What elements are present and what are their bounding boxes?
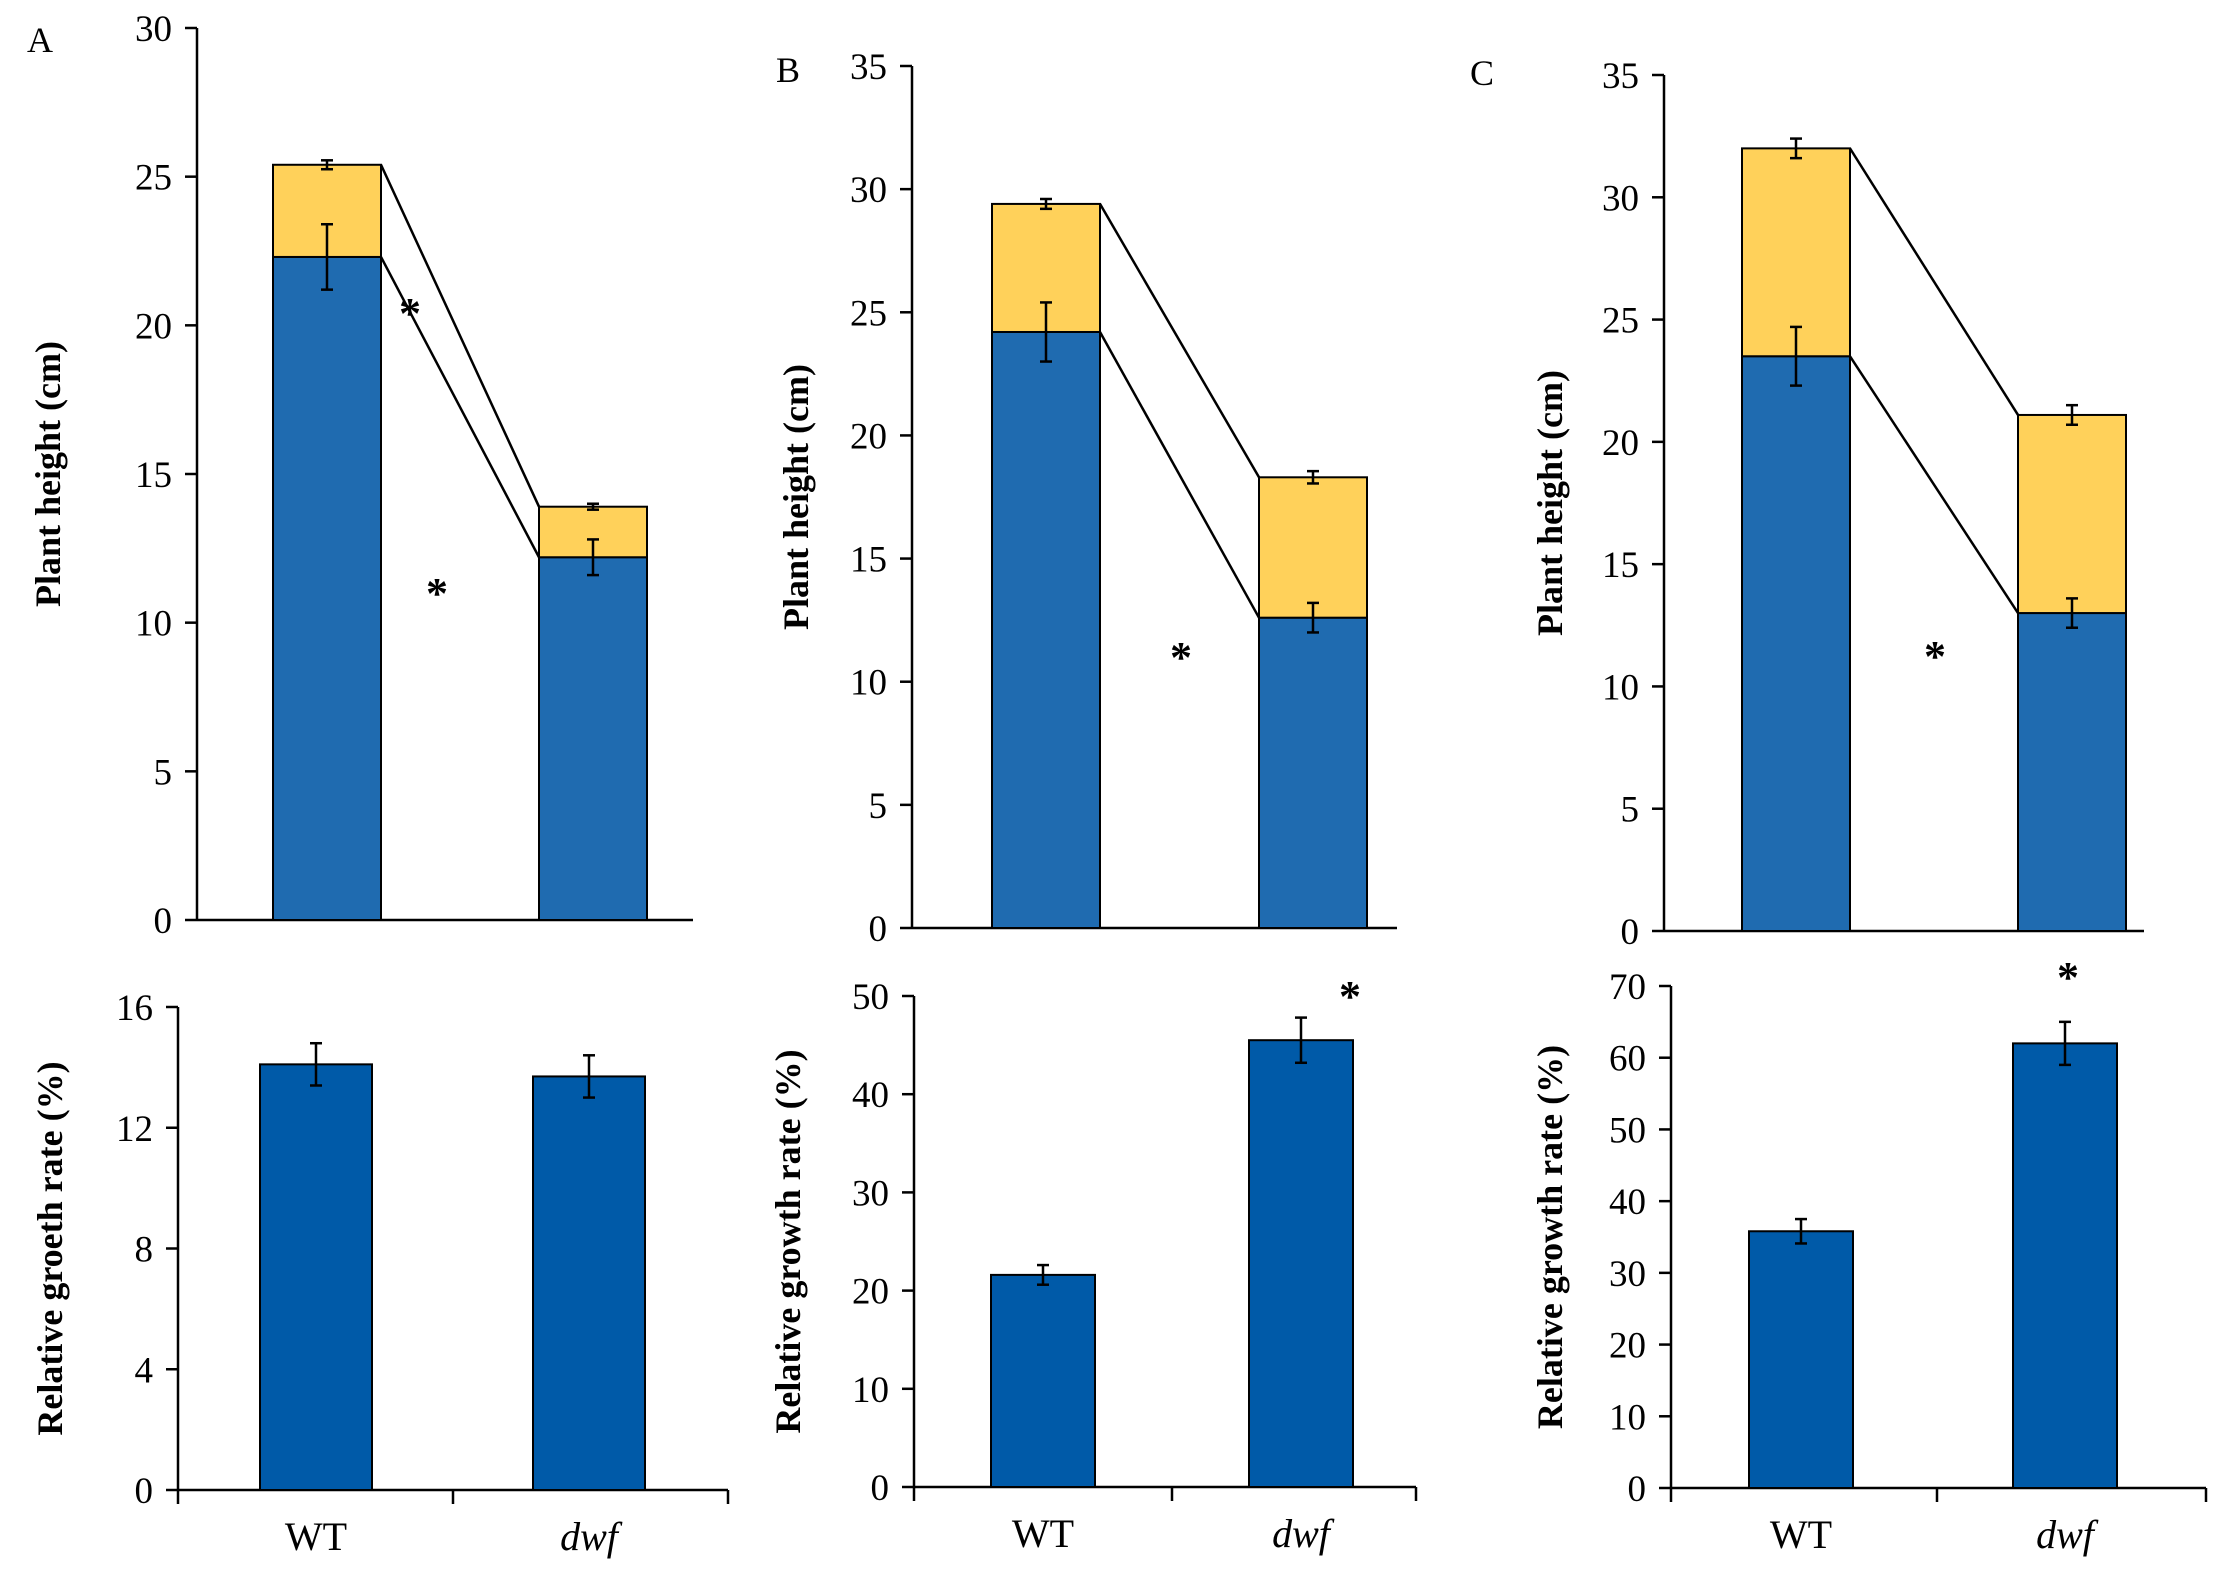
category-label: dwf bbox=[560, 1514, 623, 1559]
y-tick-label: 35 bbox=[1602, 56, 1639, 97]
bar-lower-dwf bbox=[2017, 612, 2127, 932]
y-tick-label: 15 bbox=[1602, 545, 1639, 586]
y-tick-label: 10 bbox=[852, 1370, 889, 1411]
y-tick-label: 5 bbox=[154, 752, 173, 793]
y-tick-label: 0 bbox=[135, 1471, 154, 1512]
y-tick-label: 8 bbox=[135, 1230, 154, 1271]
category-label: dwf bbox=[2036, 1512, 2099, 1557]
y-tick-label: 5 bbox=[869, 786, 888, 827]
bar-lower-wt bbox=[1741, 355, 1851, 932]
category-label: WT bbox=[285, 1514, 347, 1559]
y-tick-label: 20 bbox=[850, 416, 887, 457]
panel-label: C bbox=[1470, 53, 1494, 93]
chart-panel-b-bottom: 0 10 20 30 40 50 Relative growth rate (%) * WT dw… bbox=[768, 972, 1418, 1556]
y-tick-label: 12 bbox=[116, 1109, 153, 1150]
y-tick-label: 70 bbox=[1609, 967, 1646, 1008]
y-tick-label: 25 bbox=[1602, 301, 1639, 342]
y-tick-label: 16 bbox=[116, 988, 153, 1029]
bar-rate-wt bbox=[1748, 1230, 1854, 1489]
bar-rate-wt bbox=[259, 1063, 373, 1491]
y-tick-label: 50 bbox=[852, 977, 889, 1018]
y-tick-label: 5 bbox=[1621, 790, 1640, 831]
chart-panel-a: 0 5 10 15 20 25 30 Plant height (cm) A * * bbox=[27, 9, 693, 942]
y-tick-label: 60 bbox=[1609, 1039, 1646, 1080]
bar-lower-wt bbox=[991, 330, 1101, 929]
y-tick-label: 10 bbox=[135, 604, 172, 645]
y-tick-label: 0 bbox=[1621, 912, 1640, 953]
y-tick-label: 15 bbox=[850, 540, 887, 581]
y-axis-label: Relative growth rate (%) bbox=[1530, 1045, 1570, 1429]
bar-upper-dwf bbox=[2017, 413, 2127, 615]
significance-star: * bbox=[1339, 972, 1361, 1021]
y-tick-label: 20 bbox=[852, 1272, 889, 1313]
significance-star: * bbox=[2057, 953, 2079, 1002]
bar-lower-dwf bbox=[1258, 616, 1368, 929]
y-tick-label: 10 bbox=[1609, 1397, 1646, 1438]
category-label: WT bbox=[1012, 1511, 1074, 1556]
chart-panel-c: 0 5 10 15 20 25 30 35 Plant height (cm) C * bbox=[1470, 53, 2144, 953]
y-tick-label: 30 bbox=[850, 170, 887, 211]
y-tick-label: 20 bbox=[1609, 1326, 1646, 1367]
connector-line bbox=[1098, 331, 1261, 619]
bar-upper-dwf bbox=[1258, 476, 1368, 619]
chart-panel-a-bottom: 0 4 8 12 16 Relative groeth rate (%) WT dwf bbox=[30, 988, 730, 1559]
category-label: dwf bbox=[1272, 1511, 1335, 1556]
significance-star: * bbox=[1170, 633, 1192, 682]
bar-rate-dwf bbox=[2012, 1042, 2118, 1490]
y-tick-label: 10 bbox=[1602, 667, 1639, 708]
connector-line bbox=[1098, 203, 1261, 478]
y-tick-label: 30 bbox=[1602, 178, 1639, 219]
y-tick-label: 0 bbox=[869, 909, 888, 950]
connector-line bbox=[379, 256, 541, 558]
bar-rate-dwf bbox=[1248, 1039, 1354, 1488]
y-tick-label: 10 bbox=[850, 663, 887, 704]
y-axis-label: Plant height (cm) bbox=[776, 364, 816, 630]
y-tick-label: 35 bbox=[850, 47, 887, 88]
y-axis-label: Plant height (cm) bbox=[1530, 370, 1570, 636]
connector-line bbox=[379, 164, 541, 508]
y-tick-label: 0 bbox=[1628, 1469, 1647, 1510]
y-axis-label: Plant height (cm) bbox=[28, 341, 68, 607]
connector-line bbox=[1848, 355, 2020, 614]
bar-lower-dwf bbox=[538, 556, 648, 922]
y-tick-label: 25 bbox=[850, 293, 887, 334]
y-tick-label: 0 bbox=[154, 901, 173, 942]
y-tick-label: 15 bbox=[135, 455, 172, 496]
y-tick-label: 0 bbox=[871, 1468, 890, 1509]
category-label: WT bbox=[1770, 1512, 1832, 1557]
y-tick-label: 40 bbox=[1609, 1182, 1646, 1223]
y-tick-label: 30 bbox=[1609, 1254, 1646, 1295]
y-tick-label: 20 bbox=[135, 306, 172, 347]
y-axis-label: Relative growth rate (%) bbox=[768, 1049, 808, 1433]
y-tick-label: 50 bbox=[1609, 1110, 1646, 1151]
panel-label: A bbox=[27, 20, 53, 60]
y-tick-label: 20 bbox=[1602, 423, 1639, 464]
bar-rate-wt bbox=[990, 1273, 1096, 1488]
bar-lower-wt bbox=[272, 255, 382, 921]
bar-upper-wt bbox=[1741, 147, 1851, 358]
significance-star: * bbox=[426, 569, 448, 618]
chart-panel-b: 0 5 10 15 20 25 30 35 Plant height (cm) B * bbox=[776, 47, 1397, 950]
y-tick-label: 30 bbox=[135, 9, 172, 50]
connector-line bbox=[1848, 147, 2020, 416]
y-tick-label: 40 bbox=[852, 1075, 889, 1116]
y-tick-label: 4 bbox=[135, 1350, 154, 1391]
significance-star: * bbox=[399, 289, 421, 338]
chart-panel-c-bottom: 0 10 20 30 40 50 60 70 Relative growth rate (%) *… bbox=[1530, 953, 2208, 1557]
y-tick-label: 30 bbox=[852, 1173, 889, 1214]
y-axis-label: Relative groeth rate (%) bbox=[30, 1061, 70, 1435]
y-tick-label: 25 bbox=[135, 158, 172, 199]
bar-rate-dwf bbox=[532, 1075, 646, 1492]
panel-label: B bbox=[776, 50, 800, 90]
significance-star: * bbox=[1924, 632, 1946, 681]
